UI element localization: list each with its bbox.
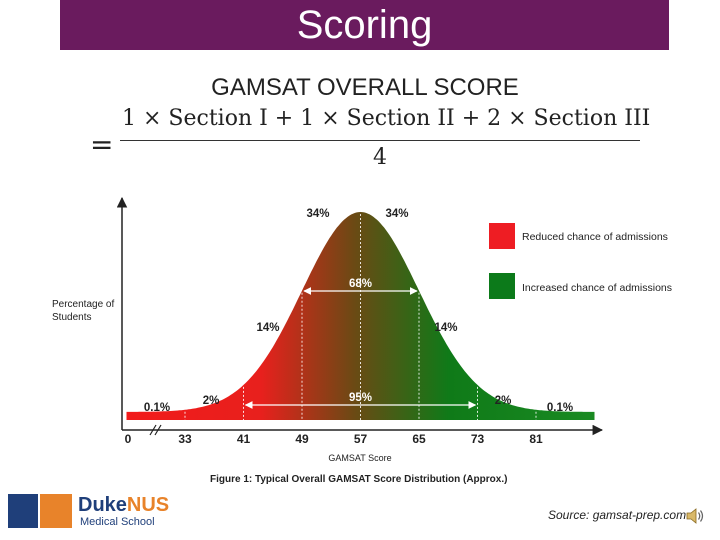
region-label: 14% xyxy=(434,322,457,334)
chart-xlabel: GAMSAT Score xyxy=(328,453,391,463)
source-credit: Source: gamsat-prep.com xyxy=(548,508,687,522)
logo-subtitle: Medical School xyxy=(80,516,155,528)
duke-nus-logo: DukeNUS Medical School xyxy=(8,494,170,530)
x-tick-label: 65 xyxy=(412,432,426,446)
legend-swatch-increased xyxy=(489,273,515,299)
x-tick-label: 41 xyxy=(237,432,251,446)
legend-swatch-reduced xyxy=(489,223,515,249)
x-tick-label: 0 xyxy=(125,432,132,446)
logo-brand: DukeNUS xyxy=(78,494,170,516)
axis-break xyxy=(149,424,162,436)
x-tick-label: 57 xyxy=(354,432,368,446)
chart-caption: Figure 1: Typical Overall GAMSAT Score D… xyxy=(210,474,508,485)
legend-label-increased: Increased chance of admissions xyxy=(522,282,672,294)
bracket-label: 95% xyxy=(349,392,372,404)
x-tick-label: 81 xyxy=(529,432,543,446)
formula-denominator: 4 xyxy=(373,145,387,170)
x-tick-label: 73 xyxy=(471,432,485,446)
x-tick-label: 49 xyxy=(295,432,309,446)
bracket-label: 68% xyxy=(349,278,372,290)
slide-title: Scoring xyxy=(60,0,669,50)
formula-equals: = xyxy=(90,128,114,161)
logo-emblem-icon xyxy=(40,494,72,528)
fraction-line xyxy=(120,140,640,141)
region-label: 2% xyxy=(203,395,220,407)
legend-label-reduced: Reduced chance of admissions xyxy=(522,231,668,243)
region-label: 2% xyxy=(495,395,512,407)
region-label: 34% xyxy=(306,208,329,220)
region-label: 14% xyxy=(256,322,279,334)
region-label: 34% xyxy=(385,208,408,220)
region-label: 0.1% xyxy=(547,402,573,414)
region-label: 0.1% xyxy=(144,402,170,414)
logo-shield-icon xyxy=(8,494,38,528)
formula-numerator: 1 × Section I + 1 × Section II + 2 × Sec… xyxy=(122,106,651,131)
speaker-icon[interactable] xyxy=(684,505,706,527)
formula-title: GAMSAT OVERALL SCORE xyxy=(211,74,519,101)
chart-ylabel: Percentage of Students xyxy=(52,299,115,323)
x-tick-label: 33 xyxy=(178,432,192,446)
